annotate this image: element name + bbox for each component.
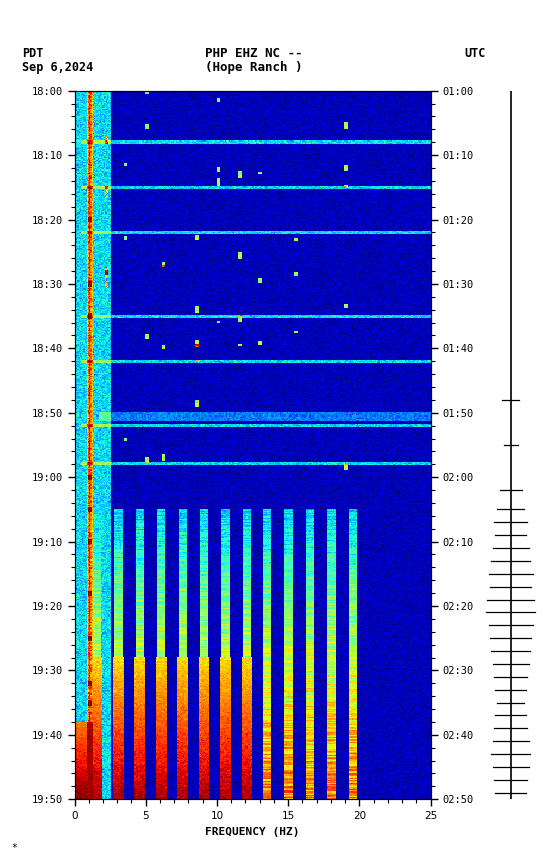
Text: PHP EHZ NC --: PHP EHZ NC -- — [205, 48, 302, 60]
Text: UTC: UTC — [464, 48, 486, 60]
Text: (Hope Ranch ): (Hope Ranch ) — [205, 61, 302, 74]
Text: *: * — [11, 843, 17, 853]
Text: PDT: PDT — [22, 48, 44, 60]
X-axis label: FREQUENCY (HZ): FREQUENCY (HZ) — [205, 827, 300, 836]
Text: Sep 6,2024: Sep 6,2024 — [22, 61, 93, 74]
